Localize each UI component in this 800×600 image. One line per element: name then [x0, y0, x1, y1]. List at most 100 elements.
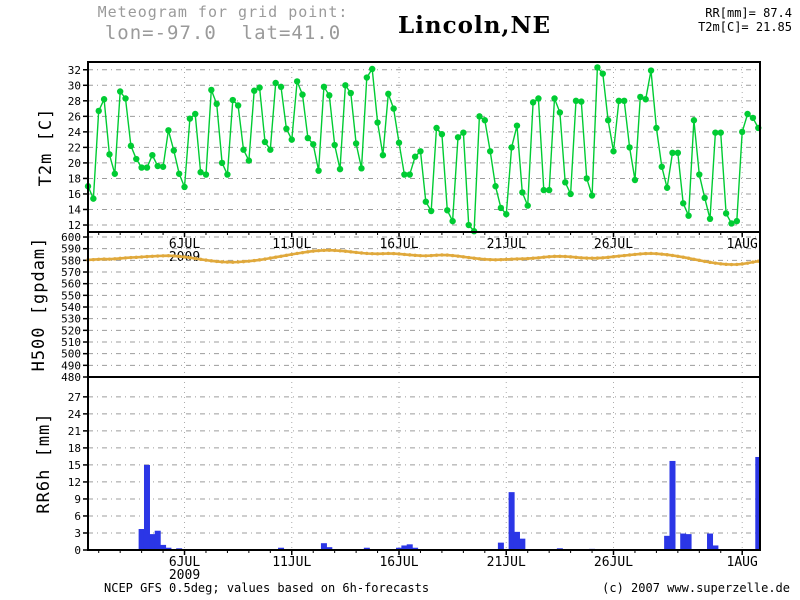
- data-marker: [599, 70, 606, 77]
- y-tick-label: 15: [68, 459, 81, 472]
- data-marker: [524, 202, 531, 209]
- data-marker: [154, 162, 161, 170]
- data-marker: [467, 255, 471, 260]
- data-marker: [417, 148, 424, 155]
- data-marker: [621, 97, 628, 105]
- data-marker: [369, 65, 376, 73]
- data-marker: [342, 82, 349, 89]
- rain-bar: [401, 545, 408, 550]
- data-marker: [563, 254, 567, 259]
- data-marker: [519, 189, 526, 196]
- data-marker: [165, 127, 172, 134]
- data-marker: [631, 176, 639, 184]
- data-marker: [660, 252, 664, 256]
- y-tick-label: 590: [61, 243, 81, 256]
- data-marker: [408, 253, 412, 257]
- data-marker: [567, 190, 574, 198]
- data-marker: [214, 259, 219, 264]
- data-marker: [434, 253, 439, 257]
- data-marker: [236, 260, 240, 264]
- data-marker: [706, 215, 714, 223]
- t2m-panel: 12141618202224262830326JUL200911JUL16JUL…: [68, 61, 762, 265]
- date-label: 21JUL: [487, 555, 526, 570]
- y-tick-label: 16: [68, 188, 81, 201]
- data-marker: [647, 67, 655, 74]
- data-marker: [520, 257, 525, 261]
- data-marker: [273, 255, 278, 259]
- data-marker: [336, 165, 344, 173]
- data-marker: [224, 171, 231, 178]
- data-marker: [170, 147, 177, 154]
- data-marker: [102, 257, 106, 261]
- data-marker: [445, 253, 449, 257]
- data-marker: [295, 251, 299, 256]
- rain-bar: [685, 534, 692, 550]
- data-marker: [702, 259, 707, 264]
- y-tick-label: 0: [74, 544, 81, 557]
- rain-bar: [519, 538, 526, 550]
- data-marker: [717, 129, 724, 136]
- data-marker: [583, 175, 590, 182]
- data-marker: [594, 64, 601, 71]
- footer-source: NCEP GFS 0.5deg; values based on 6h-fore…: [104, 581, 430, 595]
- data-marker: [192, 110, 199, 118]
- data-marker: [186, 115, 194, 122]
- stat-rr-total: RR[mm]= 87.4: [705, 6, 792, 20]
- data-marker: [143, 164, 151, 171]
- rain-bar: [160, 544, 167, 550]
- date-label: 1AUG: [727, 555, 758, 570]
- data-marker: [674, 149, 682, 157]
- panel-border: [87, 231, 761, 378]
- data-marker: [627, 253, 632, 257]
- data-marker: [562, 179, 569, 186]
- data-marker: [390, 105, 397, 112]
- rain-bar: [320, 543, 327, 550]
- y-tick-label: 3: [74, 527, 81, 540]
- data-marker: [529, 99, 537, 106]
- data-marker: [90, 195, 97, 202]
- data-marker: [213, 100, 220, 108]
- rain-bar: [406, 544, 413, 550]
- data-marker: [106, 151, 113, 158]
- y-tick-label: 510: [61, 336, 81, 349]
- data-marker: [133, 155, 140, 163]
- rain-bar: [396, 547, 403, 550]
- data-marker: [444, 207, 451, 214]
- data-marker: [411, 153, 419, 160]
- y-tick-label: 530: [61, 313, 81, 326]
- data-marker: [263, 257, 267, 261]
- data-marker: [526, 256, 530, 261]
- data-marker: [438, 130, 446, 138]
- y-tick-label: 18: [68, 442, 81, 455]
- y-tick-label: 480: [61, 371, 81, 384]
- data-marker: [584, 256, 589, 260]
- y-tick-label: 570: [61, 266, 81, 279]
- data-marker: [536, 256, 541, 260]
- data-marker: [633, 252, 637, 257]
- y-tick-label: 9: [74, 493, 81, 506]
- rain-bar: [669, 460, 676, 550]
- data-marker: [283, 125, 290, 132]
- data-marker: [97, 257, 101, 261]
- data-marker: [91, 257, 96, 262]
- data-marker: [252, 258, 256, 263]
- y-tick-label: 26: [68, 110, 81, 123]
- data-marker: [161, 254, 165, 258]
- data-marker: [418, 253, 423, 258]
- data-marker: [476, 113, 483, 120]
- data-marker: [261, 138, 269, 146]
- data-marker: [595, 256, 600, 260]
- data-marker: [547, 255, 551, 259]
- data-marker: [686, 256, 691, 260]
- data-marker: [272, 79, 279, 87]
- data-marker: [499, 257, 503, 262]
- y-tick-label: 580: [61, 254, 81, 267]
- y-tick-label: 550: [61, 289, 81, 302]
- data-marker: [740, 262, 744, 266]
- data-marker: [95, 107, 102, 115]
- data-marker: [245, 157, 253, 164]
- data-marker: [497, 204, 505, 212]
- data-marker: [611, 255, 616, 259]
- data-marker: [268, 256, 273, 260]
